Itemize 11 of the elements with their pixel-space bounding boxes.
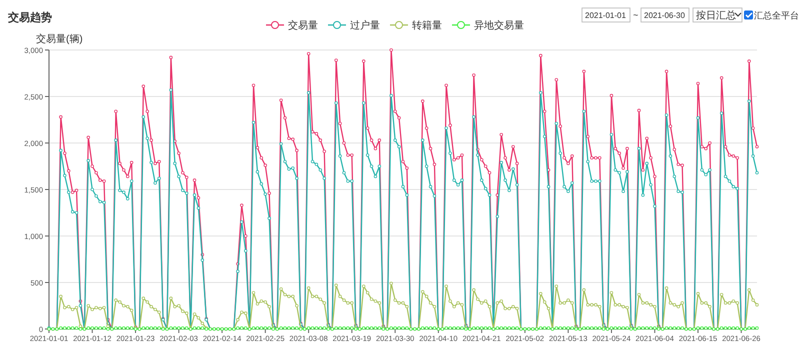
text: 汇总全平台 bbox=[754, 10, 799, 20]
legend-label: 转籍量 bbox=[412, 20, 442, 32]
y-axis-title: 交易量(辆) bbox=[36, 33, 83, 45]
legend-label: 异地交易量 bbox=[474, 20, 524, 32]
legend-label: 过户量 bbox=[350, 20, 380, 32]
text: 2021-06-30 bbox=[644, 11, 686, 20]
text: 2021-01-01 bbox=[585, 11, 626, 20]
text: 按日汇总 bbox=[696, 10, 736, 22]
text: ~ bbox=[633, 10, 638, 20]
legend-label: 交易量 bbox=[288, 20, 318, 32]
chart-title: 交易趋势 bbox=[7, 11, 52, 24]
